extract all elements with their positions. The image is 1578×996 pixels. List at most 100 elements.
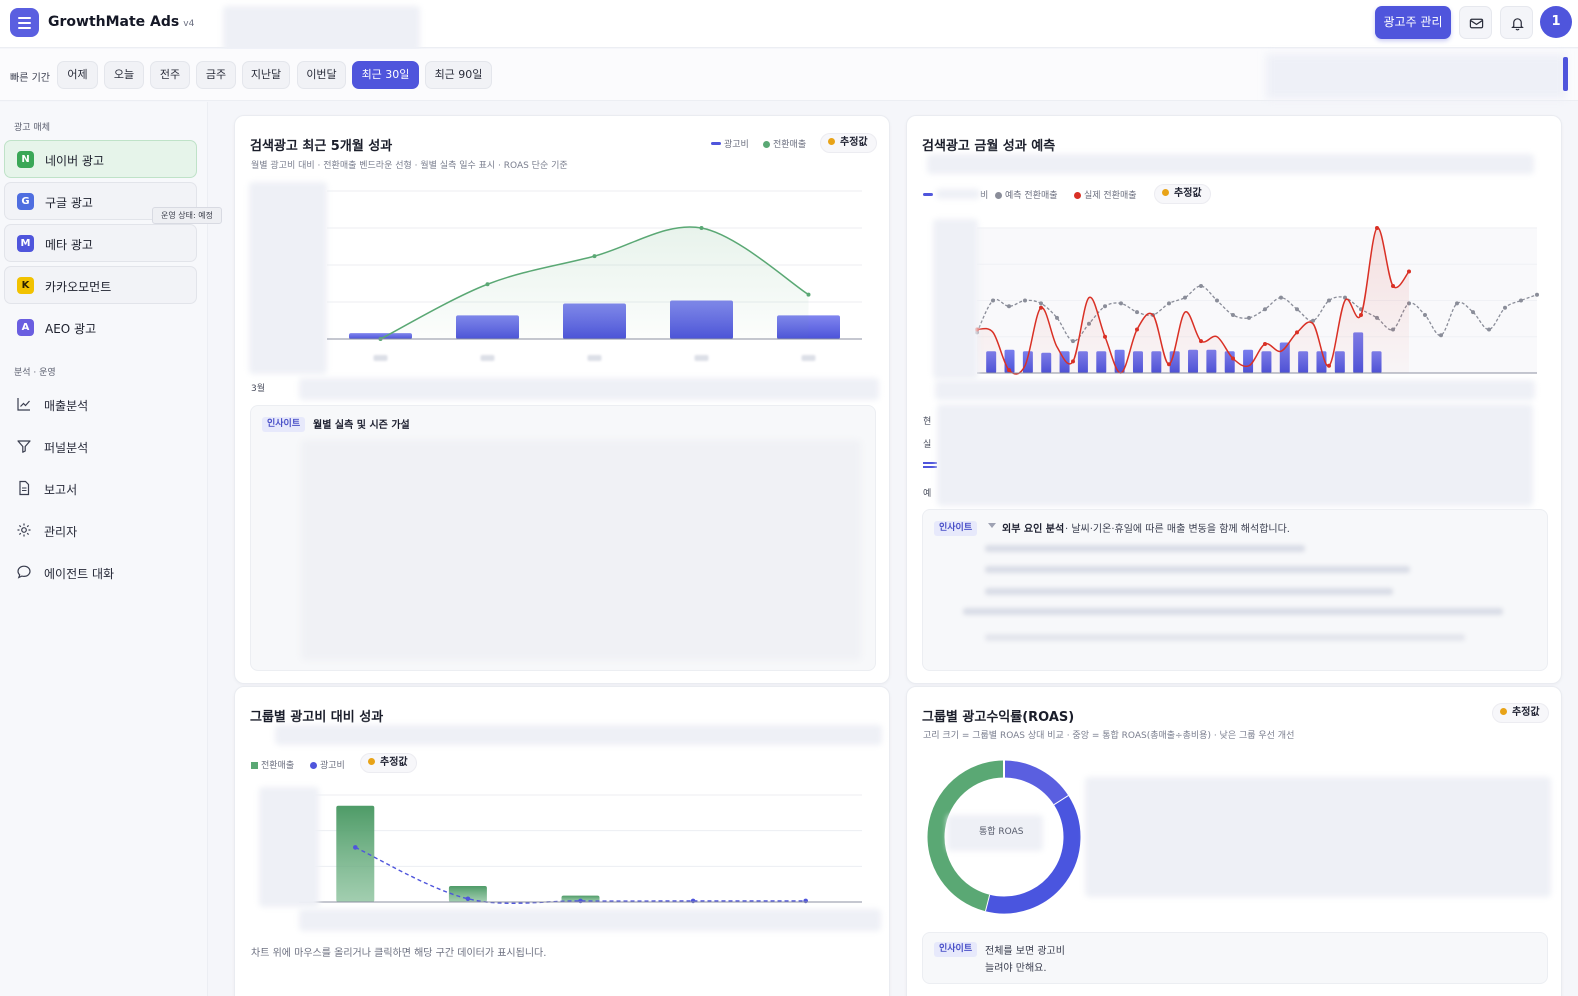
insight-panel: 인사이트 전체를 보면 광고비 늘려야 만해요. bbox=[922, 932, 1548, 984]
blurred-x-axis bbox=[299, 909, 881, 931]
point-predicted-revenue bbox=[1071, 339, 1075, 344]
sidebar-item-label: 관리자 bbox=[44, 525, 78, 539]
bar-ad-spend bbox=[1114, 349, 1125, 373]
range-chip-last-90-days[interactable]: 최근 90일 bbox=[425, 61, 492, 89]
point-predicted-revenue bbox=[1167, 301, 1171, 306]
point-ad-spend bbox=[578, 898, 583, 904]
area-actual-revenue bbox=[977, 227, 1409, 374]
sidebar-item-aeo[interactable]: A AEO 광고 bbox=[4, 308, 197, 346]
card-title: 그룹별 광고비 대비 성과 bbox=[250, 710, 384, 725]
insight-panel: 인사이트 외부 요인 분석 · 날씨·기온·휴일에 따른 매출 변동을 함께 해… bbox=[922, 509, 1548, 671]
point-predicted-revenue bbox=[1327, 298, 1331, 303]
point-predicted-revenue bbox=[1103, 304, 1107, 309]
sidebar-item-reports[interactable]: 보고서 bbox=[16, 477, 196, 501]
legend-predicted-revenue: 예측 전환매출 bbox=[995, 188, 1058, 201]
document-icon bbox=[19, 480, 30, 496]
estimate-chip[interactable]: 추정값 bbox=[820, 133, 877, 153]
sidebar-item-admin[interactable]: 관리자 bbox=[16, 519, 196, 543]
sidebar-item-agent-chat[interactable]: 에이전트 대화 bbox=[16, 561, 196, 585]
point-actual-revenue bbox=[1359, 313, 1363, 317]
date-picker-edge[interactable] bbox=[1563, 57, 1568, 91]
chart-hint: 차트 위에 마우스를 올리거나 클릭하면 해당 구간 데이터가 표시됩니다. bbox=[251, 948, 547, 959]
point-predicted-revenue bbox=[1023, 298, 1027, 303]
blurred-tick-label bbox=[373, 355, 388, 361]
sidebar-item-naver[interactable]: N 네이버 광고 bbox=[4, 140, 197, 178]
range-chip-this-month[interactable]: 이번달 bbox=[297, 61, 346, 89]
side-legend-icon bbox=[923, 462, 937, 468]
range-chip-today[interactable]: 오늘 bbox=[104, 61, 144, 89]
point-ad-spend bbox=[690, 898, 696, 904]
insight-text: 전체를 보면 광고비 bbox=[985, 946, 1065, 957]
point-predicted-revenue bbox=[1119, 301, 1123, 306]
estimate-chip[interactable]: 추정값 bbox=[1492, 703, 1549, 723]
advertiser-manage-button[interactable]: 광고주 관리 bbox=[1375, 6, 1451, 39]
point-predicted-revenue bbox=[1007, 304, 1011, 309]
blurred-line bbox=[985, 545, 1305, 552]
blurred-subtitle bbox=[275, 725, 882, 745]
blurred-header-region bbox=[223, 6, 420, 52]
range-chip-last-30-days[interactable]: 최근 30일 bbox=[352, 61, 419, 89]
bar-conversion-revenue bbox=[448, 885, 487, 902]
sidebar-item-label: 매출분석 bbox=[44, 399, 89, 413]
app-title: GrowthMate Ads v4 bbox=[48, 14, 195, 30]
range-chip-last-week[interactable]: 전주 bbox=[150, 61, 190, 89]
sidebar-item-google[interactable]: G 구글 광고 bbox=[4, 182, 197, 220]
point-predicted-revenue bbox=[1439, 333, 1443, 338]
blurred-center-value bbox=[947, 815, 1043, 851]
range-chip-this-week[interactable]: 금주 bbox=[196, 61, 236, 89]
avatar[interactable]: 1 bbox=[1540, 6, 1572, 38]
blurred-line bbox=[985, 566, 1410, 573]
sidebar-item-label: AEO 광고 bbox=[45, 322, 97, 336]
point-actual-revenue bbox=[1327, 363, 1331, 368]
point-predicted-revenue bbox=[1135, 310, 1139, 315]
range-chip-yesterday[interactable]: 어제 bbox=[57, 61, 98, 89]
point-actual-revenue bbox=[1391, 284, 1395, 288]
bell-icon bbox=[1511, 18, 1524, 31]
mail-button[interactable] bbox=[1459, 6, 1492, 39]
insight-tag: 인사이트 bbox=[934, 942, 978, 957]
point-predicted-revenue bbox=[1247, 315, 1251, 320]
forecast-chart[interactable] bbox=[907, 116, 1563, 406]
menu-icon[interactable] bbox=[10, 8, 39, 37]
roas-donut-chart[interactable] bbox=[907, 687, 1107, 927]
point-predicted-revenue bbox=[991, 298, 995, 303]
point-actual-revenue bbox=[1071, 359, 1075, 364]
aeo-badge-icon: A bbox=[17, 319, 34, 336]
chat-bubble-icon bbox=[17, 565, 31, 579]
x-caption: 3월 bbox=[251, 384, 266, 394]
point-actual-revenue bbox=[1135, 327, 1139, 332]
caret-down-icon[interactable] bbox=[988, 523, 996, 528]
sidebar-item-label: 보고서 bbox=[44, 483, 78, 497]
sidebar-item-meta[interactable]: M 메타 광고 bbox=[4, 224, 197, 262]
point-predicted-revenue bbox=[1471, 310, 1475, 315]
sidebar-item-kakao[interactable]: K 카카오모먼트 bbox=[4, 266, 197, 304]
point-predicted-revenue bbox=[1503, 305, 1507, 310]
quick-range-bar: 빠른 기간 어제 오늘 전주 금주 지난달 이번달 최근 30일 최근 90일 bbox=[0, 49, 1578, 101]
notification-button[interactable] bbox=[1500, 6, 1533, 39]
side-label: 예 bbox=[923, 489, 932, 499]
blurred-y-axis bbox=[933, 219, 978, 379]
point-conversion-revenue bbox=[485, 282, 490, 287]
group-chart[interactable] bbox=[235, 687, 891, 927]
estimate-chip[interactable]: 추정값 bbox=[1154, 184, 1211, 204]
monthly-chart[interactable] bbox=[235, 116, 891, 396]
point-predicted-revenue bbox=[1215, 298, 1219, 303]
point-actual-revenue bbox=[1407, 269, 1411, 274]
point-predicted-revenue bbox=[1055, 315, 1059, 320]
point-ad-spend bbox=[465, 896, 471, 902]
chart-background bbox=[977, 228, 1537, 373]
sidebar-item-funnel-analysis[interactable]: 퍼널분석 bbox=[16, 435, 196, 459]
point-actual-revenue bbox=[1295, 330, 1299, 335]
media-section-title: 광고 매체 bbox=[14, 123, 50, 133]
point-predicted-revenue bbox=[1519, 298, 1523, 303]
estimate-chip[interactable]: 추정값 bbox=[360, 753, 417, 773]
sidebar-item-sales-analysis[interactable]: 매출분석 bbox=[16, 393, 196, 417]
quick-range-label: 빠른 기간 bbox=[10, 73, 50, 84]
donut-slice bbox=[984, 796, 1081, 914]
blurred-line bbox=[985, 588, 1393, 595]
line-chart-icon bbox=[17, 398, 30, 411]
blurred-line bbox=[963, 608, 1503, 615]
insight-panel: 인사이트 월별 실측 및 시즌 가설 bbox=[250, 405, 876, 671]
point-actual-revenue bbox=[1167, 362, 1171, 367]
range-chip-last-month[interactable]: 지난달 bbox=[242, 61, 290, 89]
